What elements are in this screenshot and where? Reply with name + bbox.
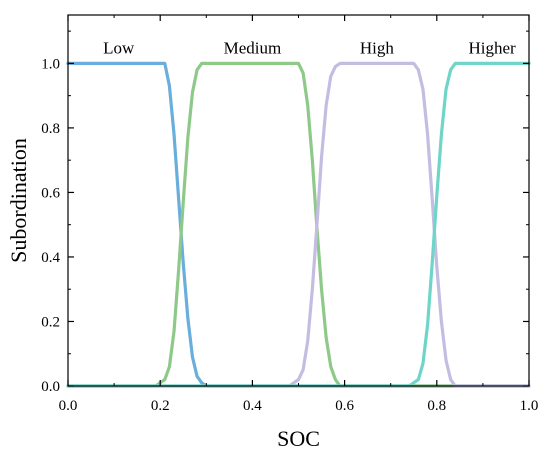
series-line-medium — [66, 61, 531, 388]
series-line-higher — [66, 61, 531, 388]
y-tick-label: 0.8 — [41, 121, 60, 137]
x-axis-title: SOC — [277, 426, 320, 451]
series-label-higher: Higher — [469, 38, 517, 57]
plot-frame — [67, 14, 530, 387]
series-label-low: Low — [103, 38, 135, 57]
series-label-medium: Medium — [224, 38, 282, 57]
tick-layer: 0.0 0.2 0.4 0.6 0.8 1.0 0.0 0.2 0.4 0.6 0.8 1.0 — [41, 15, 538, 414]
series-line-low — [66, 61, 531, 388]
x-tick-label: 0.6 — [335, 398, 354, 414]
label-layer: Low Medium High Higher — [103, 38, 516, 57]
x-tick-label: 1.0 — [520, 398, 539, 414]
x-tick-label: 0.8 — [427, 398, 446, 414]
y-tick-label: 0.4 — [41, 250, 60, 266]
x-tick-label: 0.0 — [59, 398, 78, 414]
y-tick-label: 0.2 — [41, 314, 60, 330]
x-tick-label: 0.4 — [243, 398, 262, 414]
series-layer — [66, 61, 531, 388]
y-axis-title: Subordination — [6, 138, 31, 263]
y-tick-label: 0.0 — [41, 379, 60, 395]
series-line-high — [66, 61, 531, 388]
y-tick-label: 1.0 — [41, 56, 60, 72]
y-tick-label: 0.6 — [41, 185, 60, 201]
series-label-high: High — [360, 38, 395, 57]
x-tick-label: 0.2 — [151, 398, 170, 414]
